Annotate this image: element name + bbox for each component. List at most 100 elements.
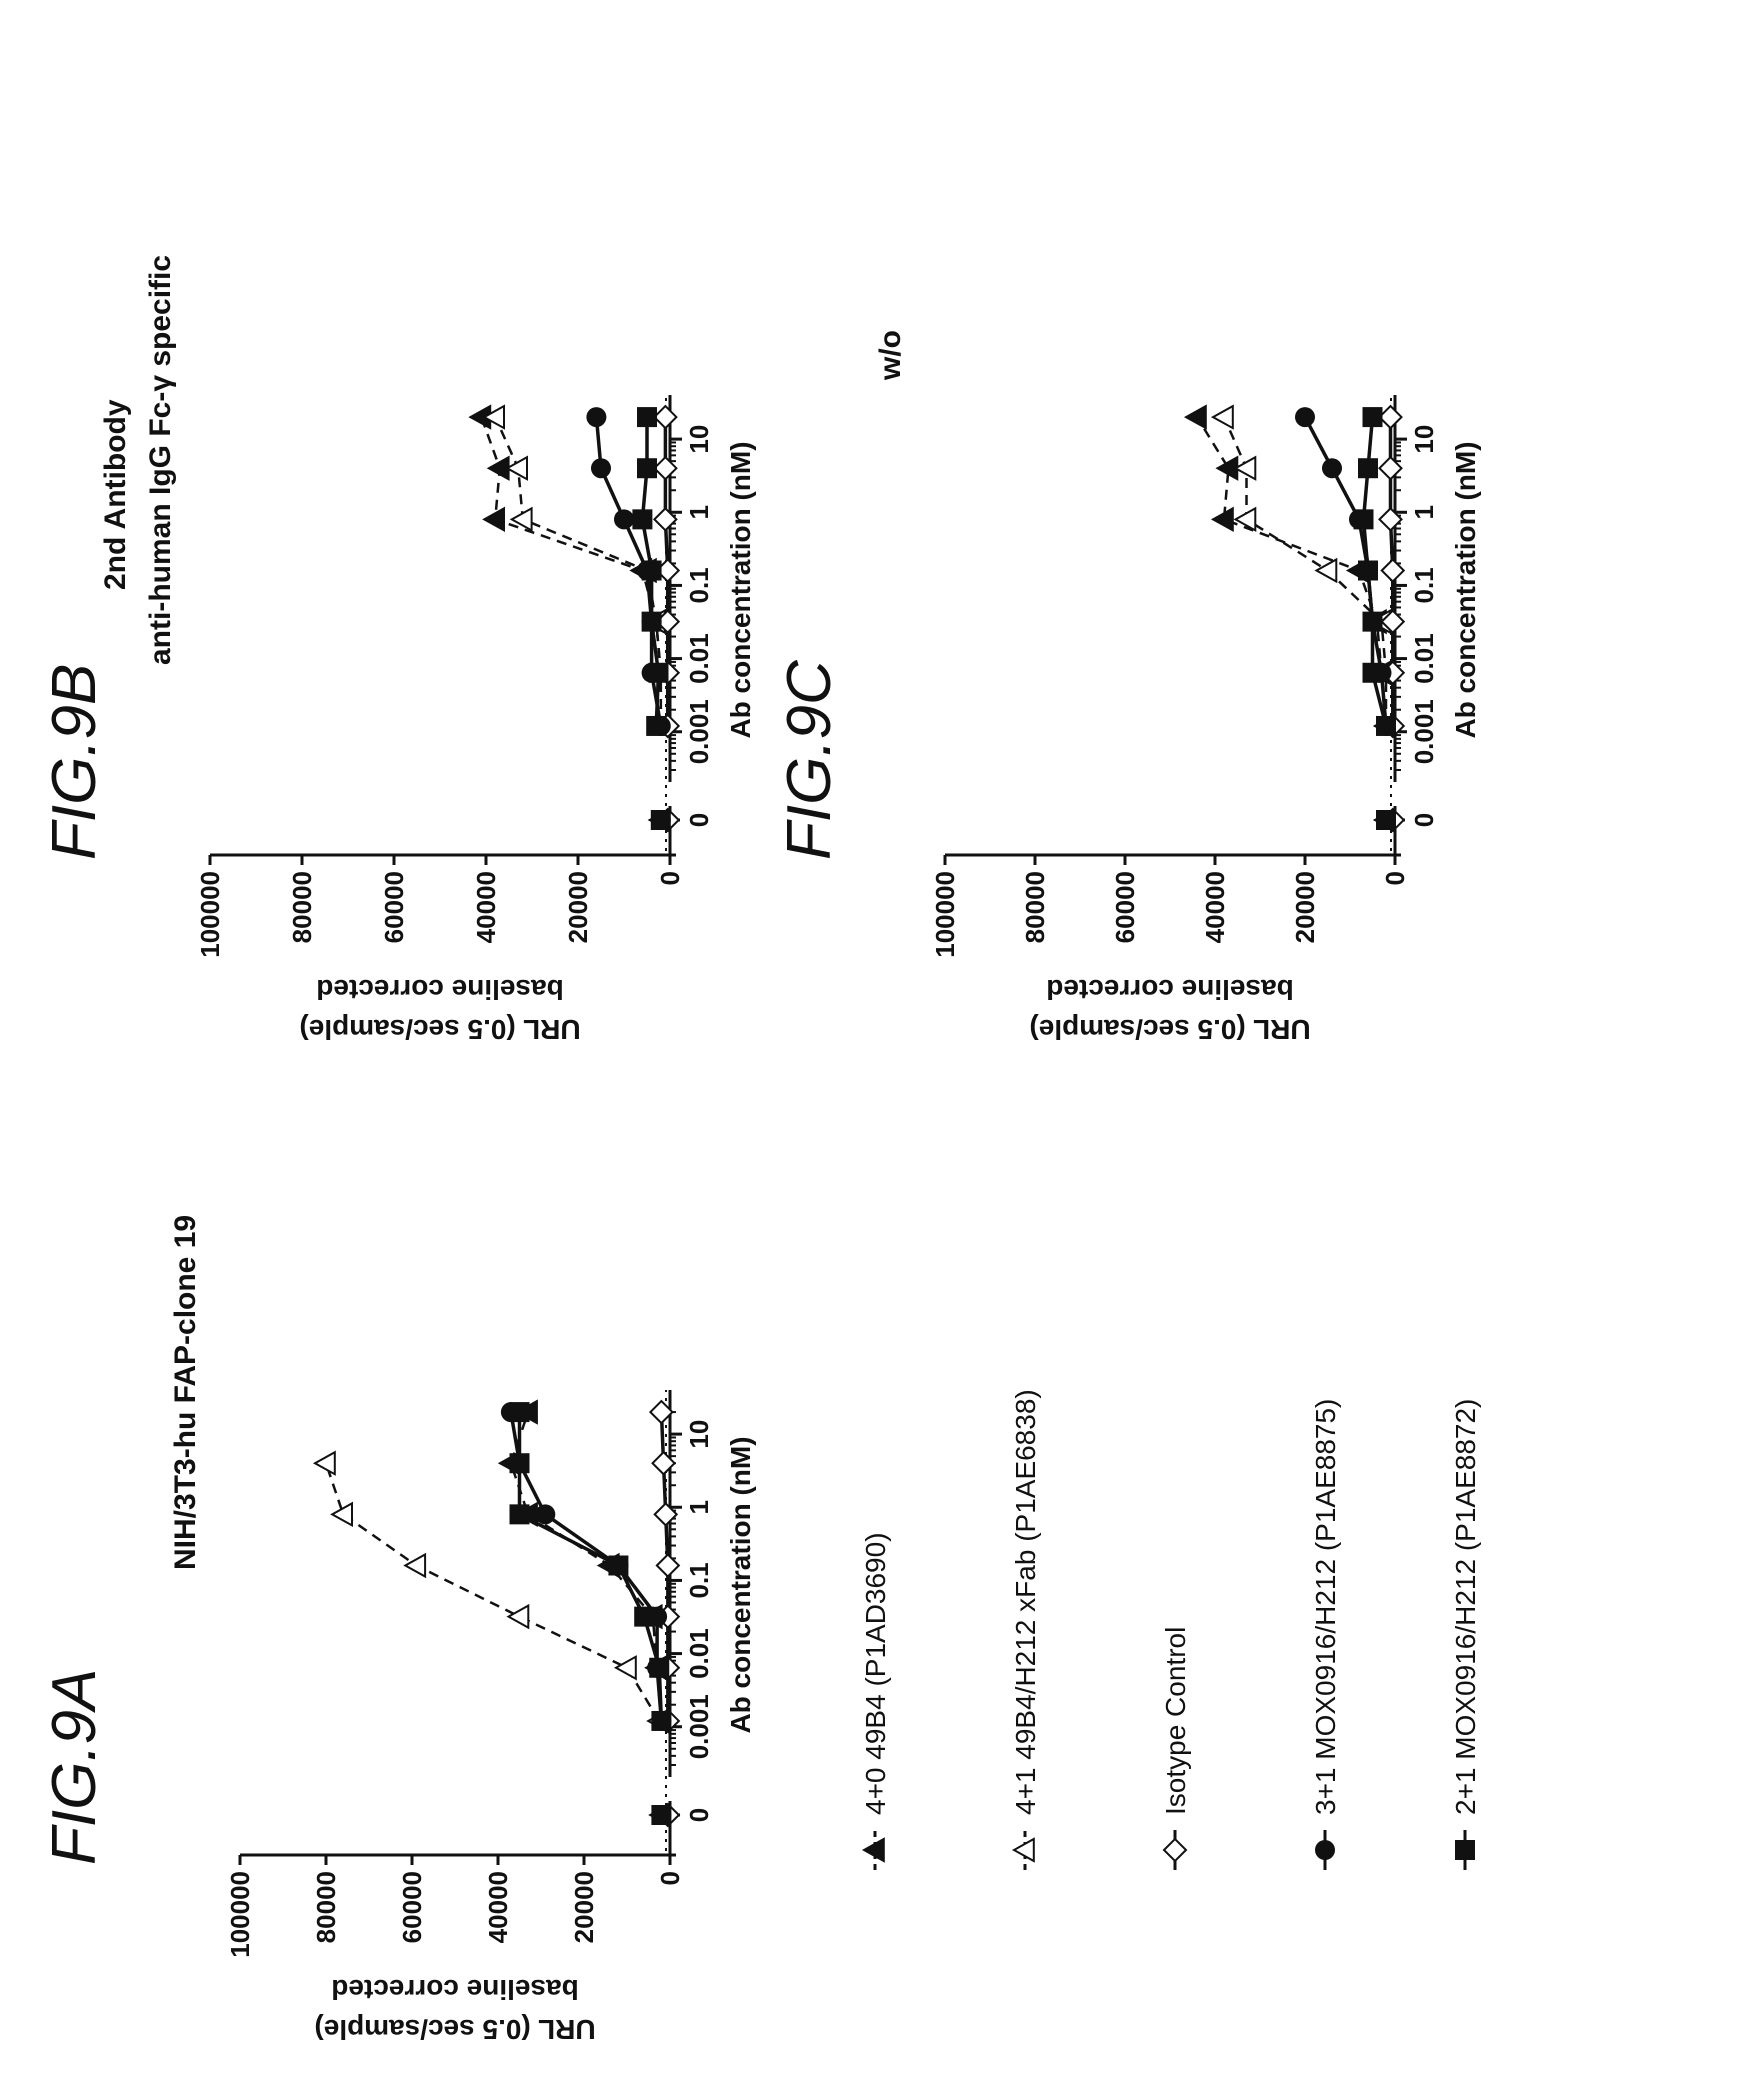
data-point-series-5 xyxy=(649,1657,670,1678)
y-tick-label: 20000 xyxy=(569,1871,599,1943)
data-point-series-5 xyxy=(1376,810,1396,830)
y-tick-label: 40000 xyxy=(471,871,501,943)
y-tick-label: 60000 xyxy=(1110,871,1140,943)
x-tick-label: 10 xyxy=(684,425,714,454)
data-point-series-2 xyxy=(403,1552,427,1579)
data-point-series-2 xyxy=(482,404,505,430)
series-line-5 xyxy=(517,1412,664,1722)
data-point-series-5 xyxy=(634,1606,655,1627)
data-point-series-4 xyxy=(591,458,611,479)
y-tick-label: 60000 xyxy=(379,871,409,943)
y-tick-label: 0 xyxy=(655,871,685,885)
data-point-series-5 xyxy=(646,715,667,736)
chart-fig-9a: 0 20000 40000 60000 80000 100000 0 0.001 0.01 0.1… xyxy=(225,1390,756,2045)
data-point-series-3 xyxy=(653,1501,679,1527)
legend-marker xyxy=(1315,1840,1335,1860)
data-point-series-5 xyxy=(637,407,657,428)
data-point-series-5 xyxy=(1353,509,1374,530)
y-axis-title-line2: baseline corrected xyxy=(1046,974,1293,1005)
series-line-2 xyxy=(324,1462,661,1722)
data-point-series-5 xyxy=(632,509,653,530)
panel-b-subtitle: anti-human IgG Fc-γ specific xyxy=(144,255,177,665)
legend: 4+0 49B4 (P1AD3690) 4+1 49B4/H212 xFab (P… xyxy=(860,1389,1481,1870)
data-point-series-4 xyxy=(1295,407,1315,428)
fig-9c-label: FIG.9C xyxy=(775,659,844,860)
data-point-series-3 xyxy=(1378,455,1403,481)
x-tick-label: 0 xyxy=(684,813,714,827)
x-tick-label: 0 xyxy=(1409,813,1439,827)
y-tick-label: 0 xyxy=(1380,871,1410,885)
data-point-series-5 xyxy=(1358,560,1378,581)
data-point-series-5 xyxy=(1362,662,1383,683)
x-tick-label: 0.1 xyxy=(1409,567,1439,603)
y-tick-label: 100000 xyxy=(930,871,960,958)
y-axis-title-line1: URL (0.5 sec/sample) xyxy=(314,2014,595,2045)
data-point-series-2 xyxy=(1314,557,1338,584)
data-point-series-3 xyxy=(1378,404,1403,430)
data-point-series-1 xyxy=(1183,404,1207,430)
data-point-series-4 xyxy=(1322,458,1342,479)
y-tick-label: 40000 xyxy=(483,1871,513,1943)
x-tick-label: 1 xyxy=(1409,505,1439,519)
data-point-series-5 xyxy=(509,1453,530,1474)
legend-item: 3+1 MOX0916/H212 (P1AE8875) xyxy=(1310,1399,1341,1870)
y-tick-label: 80000 xyxy=(311,1871,341,1943)
data-point-series-5 xyxy=(650,810,671,830)
data-point-series-3 xyxy=(655,1553,681,1578)
legend-item: 4+1 49B4/H212 xFab (P1AE6838) xyxy=(1010,1389,1041,1870)
x-tick-label: 0 xyxy=(684,1808,714,1822)
data-point-series-3 xyxy=(652,506,678,532)
data-point-series-3 xyxy=(655,558,681,583)
data-point-series-2 xyxy=(1233,455,1257,481)
chart-fig-9c: 0 20000 40000 60000 80000 100000 0 0.001 0.01 0.1… xyxy=(930,395,1481,1045)
legend-label: Isotype Control xyxy=(1160,1627,1191,1815)
data-point-series-5 xyxy=(509,1504,530,1525)
panel-a-title: NIH/3T3-hu FAP-clone 19 xyxy=(169,1215,202,1570)
legend-item: 4+0 49B4 (P1AD3690) xyxy=(860,1532,891,1870)
legend-label: 3+1 MOX0916/H212 (P1AE8875) xyxy=(1310,1399,1341,1815)
data-point-series-3 xyxy=(651,1450,676,1476)
x-tick-label: 0.01 xyxy=(684,1628,714,1679)
data-point-series-4 xyxy=(535,1504,556,1525)
panel-c-title: w/o xyxy=(874,330,907,381)
x-tick-label: 0.1 xyxy=(684,1562,714,1598)
data-point-series-5 xyxy=(608,1555,629,1576)
data-point-series-2 xyxy=(312,1450,336,1476)
x-tick-label: 0.001 xyxy=(1409,699,1439,764)
data-point-series-5 xyxy=(641,611,662,632)
legend-item: 2+1 MOX0916/H212 (P1AE8872) xyxy=(1450,1399,1481,1870)
chart-fig-9b: 0 20000 40000 60000 80000 100000 0 0.001 0.01 0.1… xyxy=(195,395,756,1045)
data-point-series-2 xyxy=(509,506,533,533)
legend-marker xyxy=(861,1837,885,1863)
data-point-series-5 xyxy=(1362,407,1383,428)
data-point-series-5 xyxy=(509,1402,530,1423)
y-tick-label: 20000 xyxy=(1290,871,1320,943)
data-point-series-3 xyxy=(652,455,678,481)
legend-marker xyxy=(1455,1840,1475,1860)
data-point-series-2 xyxy=(505,455,528,481)
x-tick-label: 1 xyxy=(684,1500,714,1514)
y-axis-title-line1: URL (0.5 sec/sample) xyxy=(299,1014,580,1045)
fig-9b-label: FIG.9B xyxy=(40,664,109,860)
data-point-series-5 xyxy=(1376,715,1396,736)
x-axis-title: Ab concentration (nM) xyxy=(725,1436,756,1733)
x-tick-label: 0.001 xyxy=(684,1694,714,1759)
data-point-series-1 xyxy=(482,506,505,533)
y-tick-label: 100000 xyxy=(195,871,225,958)
data-point-series-4 xyxy=(614,509,634,530)
data-point-series-3 xyxy=(655,609,681,635)
x-tick-label: 1 xyxy=(684,505,714,519)
data-point-series-3 xyxy=(1378,506,1403,532)
data-point-series-3 xyxy=(652,404,678,430)
x-tick-label: 0.1 xyxy=(684,567,714,603)
y-tick-label: 0 xyxy=(655,1871,685,1885)
data-point-series-2 xyxy=(613,1655,637,1681)
data-point-series-3 xyxy=(1380,609,1406,635)
x-axis-title: Ab concentration (nM) xyxy=(1450,441,1481,738)
data-point-series-5 xyxy=(1362,611,1383,632)
x-tick-label: 10 xyxy=(1409,425,1439,454)
data-point-series-4 xyxy=(586,407,607,428)
data-point-series-2 xyxy=(1210,404,1234,430)
x-tick-label: 10 xyxy=(684,1420,714,1449)
